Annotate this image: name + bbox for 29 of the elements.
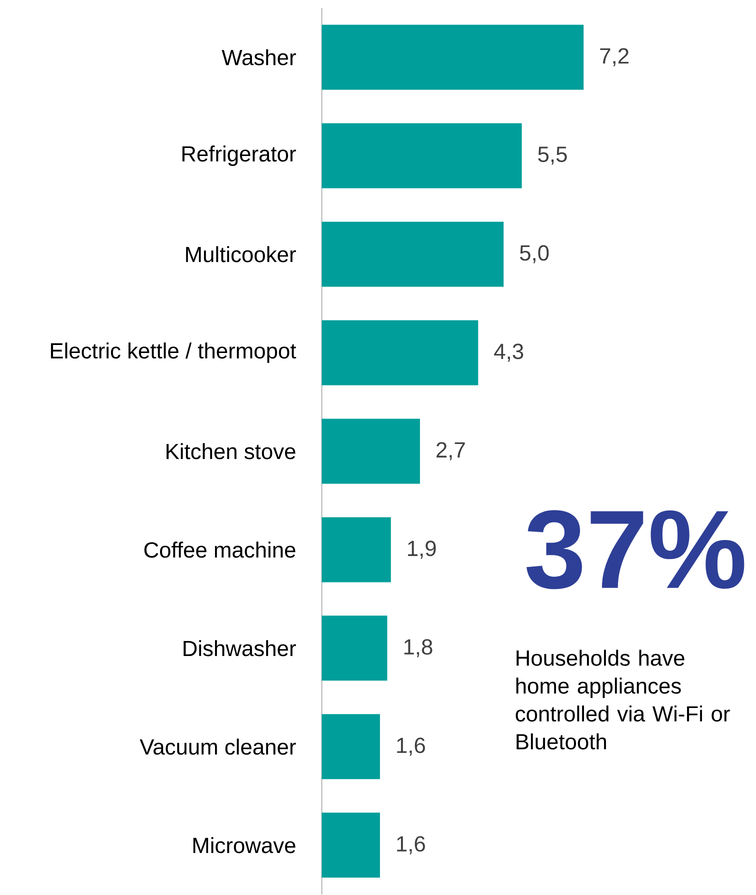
data-label: 4,3: [494, 344, 523, 362]
data-label: 1,8: [404, 639, 432, 658]
data-label: 1,6: [396, 738, 425, 756]
data-label: 5,0: [520, 245, 548, 264]
bar: [322, 123, 522, 188]
data-label: 7,2: [600, 48, 628, 66]
data-label: 1,6: [396, 836, 425, 854]
data-label: 1,9: [408, 540, 436, 559]
bar: [322, 616, 388, 681]
y-tick-label: Kitchen stove: [166, 443, 296, 460]
y-tick-label: Dishwasher: [183, 640, 296, 656]
data-label: 2,7: [436, 442, 465, 460]
y-tick-label: Washer: [222, 49, 296, 66]
bar: [322, 222, 504, 287]
y-tick-label: Vacuum cleaner: [140, 738, 296, 755]
y-tick-label: Coffee machine: [144, 542, 296, 558]
y-tick-label: Electric kettle / thermopot: [50, 342, 296, 363]
bar: [322, 320, 478, 386]
annotation: 37%: [526, 510, 744, 590]
bar: [322, 812, 380, 878]
y-tick-label: Refrigerator: [182, 146, 296, 166]
y-tick-label: Microwave: [193, 837, 296, 854]
bar: [322, 714, 380, 780]
bar: [322, 24, 584, 90]
bar: [322, 418, 420, 484]
bar: [322, 517, 391, 582]
data-label: 5,5: [538, 146, 567, 165]
y-tick-label: Multicooker: [186, 246, 296, 262]
annotation: Households have home appliances controlled via Wi-Fi or Bluetooth: [516, 650, 730, 750]
